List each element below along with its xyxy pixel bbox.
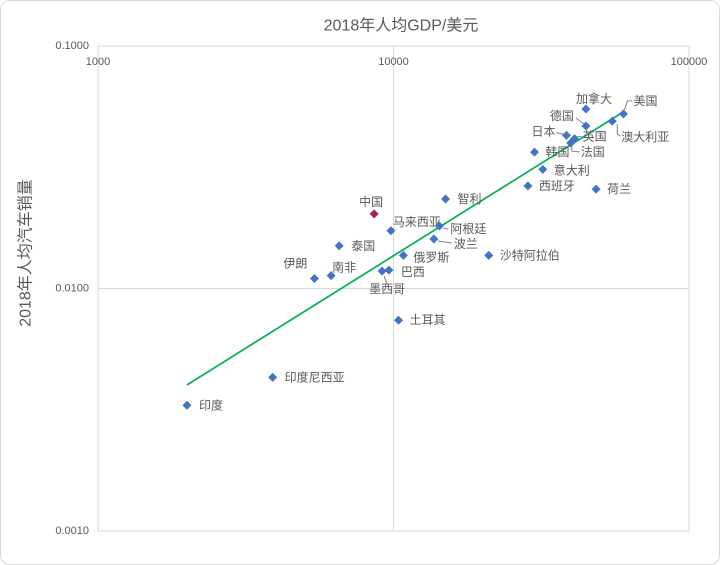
data-point-russia (398, 250, 408, 260)
data-label-germany: 德国 (550, 108, 574, 123)
data-label-usa: 美国 (633, 94, 657, 108)
data-label-spain: 西班牙 (539, 179, 575, 193)
data-label-mexico: 墨西哥 (369, 282, 405, 296)
data-point-south-africa (326, 271, 336, 281)
data-point-indonesia (268, 372, 278, 382)
data-label-saudi-arabia: 沙特阿拉伯 (500, 247, 560, 262)
data-point-mexico (377, 266, 387, 276)
label-leader-line (556, 131, 564, 135)
x-axis-tick-label: 1000 (86, 56, 110, 68)
data-label-brazil: 巴西 (401, 265, 425, 279)
data-point-brazil (384, 265, 394, 275)
data-label-india: 印度 (199, 397, 223, 412)
data-point-spain (523, 181, 533, 191)
data-point-argentina (434, 221, 444, 231)
data-point-australia (607, 116, 617, 126)
data-point-uk (570, 134, 580, 144)
data-point-saudi-arabia (484, 250, 494, 260)
data-label-canada: 加拿大 (576, 91, 612, 106)
data-label-turkey: 土耳其 (410, 313, 446, 327)
data-label-south-korea: 韩国 (545, 144, 569, 159)
data-label-netherlands: 荷兰 (607, 182, 631, 196)
data-label-south-africa: 南非 (332, 260, 356, 275)
label-leader-line (437, 240, 452, 244)
data-label-france: 法国 (581, 145, 605, 159)
data-point-iran (309, 273, 319, 283)
y-axis-tick-label: 0.1000 (55, 40, 89, 52)
plot-area: 1000 10000 100000 0.1000 0.0100 0.0010 印度 印度尼西亚… (55, 40, 707, 537)
label-leader-line (571, 146, 580, 153)
data-point-thailand (334, 241, 344, 251)
data-label-iran: 伊朗 (283, 256, 307, 270)
data-label-china: 中国 (359, 194, 383, 209)
label-leader-line (623, 100, 633, 111)
y-axis-tick-label: 0.0010 (55, 525, 89, 537)
label-leader-line (443, 227, 449, 230)
plot-area-border (97, 45, 690, 532)
data-label-argentina: 阿根廷 (450, 222, 486, 236)
data-label-thailand: 泰国 (351, 239, 375, 253)
data-label-malaysia: 马来西亚 (393, 215, 441, 229)
data-point-usa (618, 109, 628, 119)
data-point-south-korea (529, 147, 539, 157)
data-label-chile: 智利 (458, 191, 482, 206)
data-label-japan: 日本 (531, 124, 555, 138)
y-axis-tick-label: 0.0100 (55, 283, 89, 295)
data-point-china (369, 209, 379, 219)
label-leader-line (383, 275, 388, 285)
data-label-uk: 英国 (583, 130, 607, 144)
chart-title: 2018年人均GDP/美元 (324, 17, 479, 35)
label-leader-line (616, 124, 621, 137)
data-point-germany (581, 121, 591, 131)
data-point-malaysia (386, 226, 396, 236)
data-point-india (182, 400, 192, 410)
data-point-italy (538, 164, 548, 174)
data-point-canada (581, 104, 591, 114)
label-leader-line (575, 117, 585, 125)
data-point-japan (562, 130, 572, 140)
data-point-turkey (394, 315, 404, 325)
trend-line (186, 111, 624, 386)
data-point-poland (429, 234, 439, 244)
x-axis-tick-label: 10000 (378, 56, 409, 68)
data-label-russia: 俄罗斯 (413, 250, 449, 264)
data-point-netherlands (591, 184, 601, 194)
data-point-chile (441, 194, 451, 204)
data-label-australia: 澳大利亚 (621, 130, 669, 144)
data-label-indonesia: 印度尼西亚 (285, 369, 345, 384)
y-axis-title: 2018年人均汽车销量 (17, 179, 35, 327)
data-label-poland: 波兰 (454, 237, 478, 251)
data-label-italy: 意大利 (554, 162, 590, 177)
x-axis-tick-label: 100000 (671, 56, 708, 68)
